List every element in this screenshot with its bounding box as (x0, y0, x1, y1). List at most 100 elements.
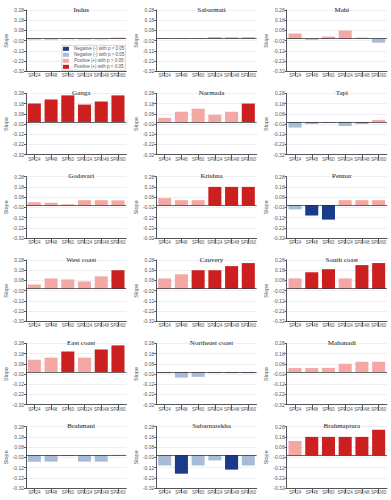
svg-text:-0.32: -0.32 (13, 235, 25, 241)
svg-text:Indus: Indus (73, 6, 89, 14)
svg-text:SPEI48: SPEI48 (354, 407, 370, 412)
svg-text:SPEI24: SPEI24 (338, 407, 354, 412)
svg-text:SPEI48: SPEI48 (94, 240, 110, 245)
svg-text:Brahmaptura: Brahmaptura (324, 422, 361, 430)
svg-text:SPI24: SPI24 (289, 157, 302, 162)
svg-text:SPI60: SPI60 (192, 240, 205, 245)
svg-text:-0.02: -0.02 (273, 121, 285, 127)
svg-text:SPI24: SPI24 (159, 323, 172, 328)
svg-text:SPI60: SPI60 (322, 157, 335, 162)
svg-text:SPEI60: SPEI60 (371, 73, 387, 78)
svg-text:Mahanadi: Mahanadi (328, 339, 356, 347)
svg-text:-0.22: -0.22 (143, 391, 155, 397)
svg-text:-0.02: -0.02 (273, 454, 285, 460)
svg-text:SPEI48: SPEI48 (354, 323, 370, 328)
svg-text:0.28: 0.28 (275, 7, 285, 13)
svg-text:SPI48: SPI48 (306, 240, 319, 245)
svg-text:0.18: 0.18 (14, 17, 24, 23)
svg-text:SPI60: SPI60 (62, 240, 75, 245)
svg-text:SPEI24: SPEI24 (207, 407, 223, 412)
svg-text:SPI24: SPI24 (289, 73, 302, 78)
svg-text:-0.22: -0.22 (273, 308, 285, 314)
svg-text:-0.22: -0.22 (273, 225, 285, 231)
svg-text:Slope: Slope (3, 117, 9, 131)
svg-text:0.28: 0.28 (275, 340, 285, 346)
svg-text:0.08: 0.08 (275, 277, 285, 283)
svg-text:-0.22: -0.22 (13, 58, 25, 64)
svg-text:SPI60: SPI60 (322, 323, 335, 328)
svg-text:SPEI60: SPEI60 (110, 407, 126, 412)
svg-text:-0.02: -0.02 (273, 288, 285, 294)
svg-text:0.18: 0.18 (145, 267, 155, 273)
svg-text:-0.32: -0.32 (143, 318, 155, 324)
svg-text:SPI60: SPI60 (322, 407, 335, 412)
svg-text:-0.02: -0.02 (13, 288, 25, 294)
svg-text:Subarnarekha: Subarnarekha (192, 422, 231, 430)
svg-text:0.28: 0.28 (14, 424, 24, 430)
svg-text:SPEI48: SPEI48 (354, 490, 370, 495)
svg-text:0.08: 0.08 (145, 27, 155, 33)
svg-text:SPEI48: SPEI48 (354, 73, 370, 78)
svg-text:SPEI24: SPEI24 (77, 240, 93, 245)
svg-text:-0.32: -0.32 (13, 318, 25, 324)
svg-text:-0.32: -0.32 (273, 485, 285, 491)
svg-text:0.18: 0.18 (275, 434, 285, 440)
svg-text:-0.12: -0.12 (273, 298, 285, 304)
svg-text:0.18: 0.18 (275, 184, 285, 190)
svg-text:SPI48: SPI48 (306, 157, 319, 162)
svg-text:0.08: 0.08 (145, 444, 155, 450)
svg-text:-0.22: -0.22 (13, 225, 25, 231)
svg-text:SPEI48: SPEI48 (224, 157, 240, 162)
svg-text:-0.12: -0.12 (273, 131, 285, 137)
svg-text:SPI48: SPI48 (306, 323, 319, 328)
svg-text:-0.32: -0.32 (143, 152, 155, 158)
svg-text:0.18: 0.18 (145, 351, 155, 357)
svg-text:Negative (-) with p > 0.05: Negative (-) with p > 0.05 (74, 52, 125, 57)
svg-text:SPEI48: SPEI48 (94, 323, 110, 328)
svg-text:Mahi: Mahi (334, 6, 349, 14)
svg-text:SPI48: SPI48 (175, 240, 188, 245)
svg-text:West coast: West coast (66, 256, 96, 264)
svg-text:SPI60: SPI60 (62, 73, 75, 78)
svg-text:SPEI60: SPEI60 (241, 240, 257, 245)
svg-text:-0.22: -0.22 (273, 475, 285, 481)
svg-text:SPI24: SPI24 (289, 490, 302, 495)
svg-text:-0.32: -0.32 (13, 485, 25, 491)
svg-text:SPEI60: SPEI60 (371, 323, 387, 328)
svg-text:0.28: 0.28 (14, 174, 24, 180)
svg-text:-0.12: -0.12 (13, 381, 25, 387)
svg-text:SPEI60: SPEI60 (241, 490, 257, 495)
svg-text:SPI48: SPI48 (175, 407, 188, 412)
svg-text:0.28: 0.28 (14, 257, 24, 263)
svg-text:SPI60: SPI60 (62, 407, 75, 412)
svg-text:SPEI48: SPEI48 (224, 73, 240, 78)
svg-text:-0.22: -0.22 (143, 58, 155, 64)
svg-text:0.08: 0.08 (14, 277, 24, 283)
svg-text:-0.32: -0.32 (273, 152, 285, 158)
svg-text:-0.32: -0.32 (273, 402, 285, 408)
svg-text:SPI60: SPI60 (62, 157, 75, 162)
svg-text:SPI48: SPI48 (45, 240, 58, 245)
svg-text:SPEI60: SPEI60 (110, 323, 126, 328)
svg-text:SPEI24: SPEI24 (77, 490, 93, 495)
svg-text:-0.02: -0.02 (13, 204, 25, 210)
svg-text:-0.02: -0.02 (273, 38, 285, 44)
svg-text:SPEI24: SPEI24 (207, 323, 223, 328)
svg-text:SPEI24: SPEI24 (338, 490, 354, 495)
svg-text:0.18: 0.18 (14, 267, 24, 273)
svg-text:Slope: Slope (263, 450, 269, 464)
svg-text:SPEI48: SPEI48 (354, 157, 370, 162)
svg-text:Slope: Slope (133, 367, 139, 381)
svg-text:SPI24: SPI24 (159, 73, 172, 78)
svg-text:SPEI60: SPEI60 (110, 73, 126, 78)
svg-text:SPI60: SPI60 (192, 490, 205, 495)
svg-text:SPI24: SPI24 (28, 490, 41, 495)
svg-text:-0.22: -0.22 (273, 391, 285, 397)
svg-text:Cauvery: Cauvery (200, 256, 224, 264)
svg-text:SPEI24: SPEI24 (77, 323, 93, 328)
svg-text:0.18: 0.18 (145, 184, 155, 190)
svg-text:-0.22: -0.22 (143, 475, 155, 481)
svg-text:0.28: 0.28 (14, 340, 24, 346)
svg-text:SPI48: SPI48 (45, 407, 58, 412)
svg-text:0.08: 0.08 (14, 111, 24, 117)
